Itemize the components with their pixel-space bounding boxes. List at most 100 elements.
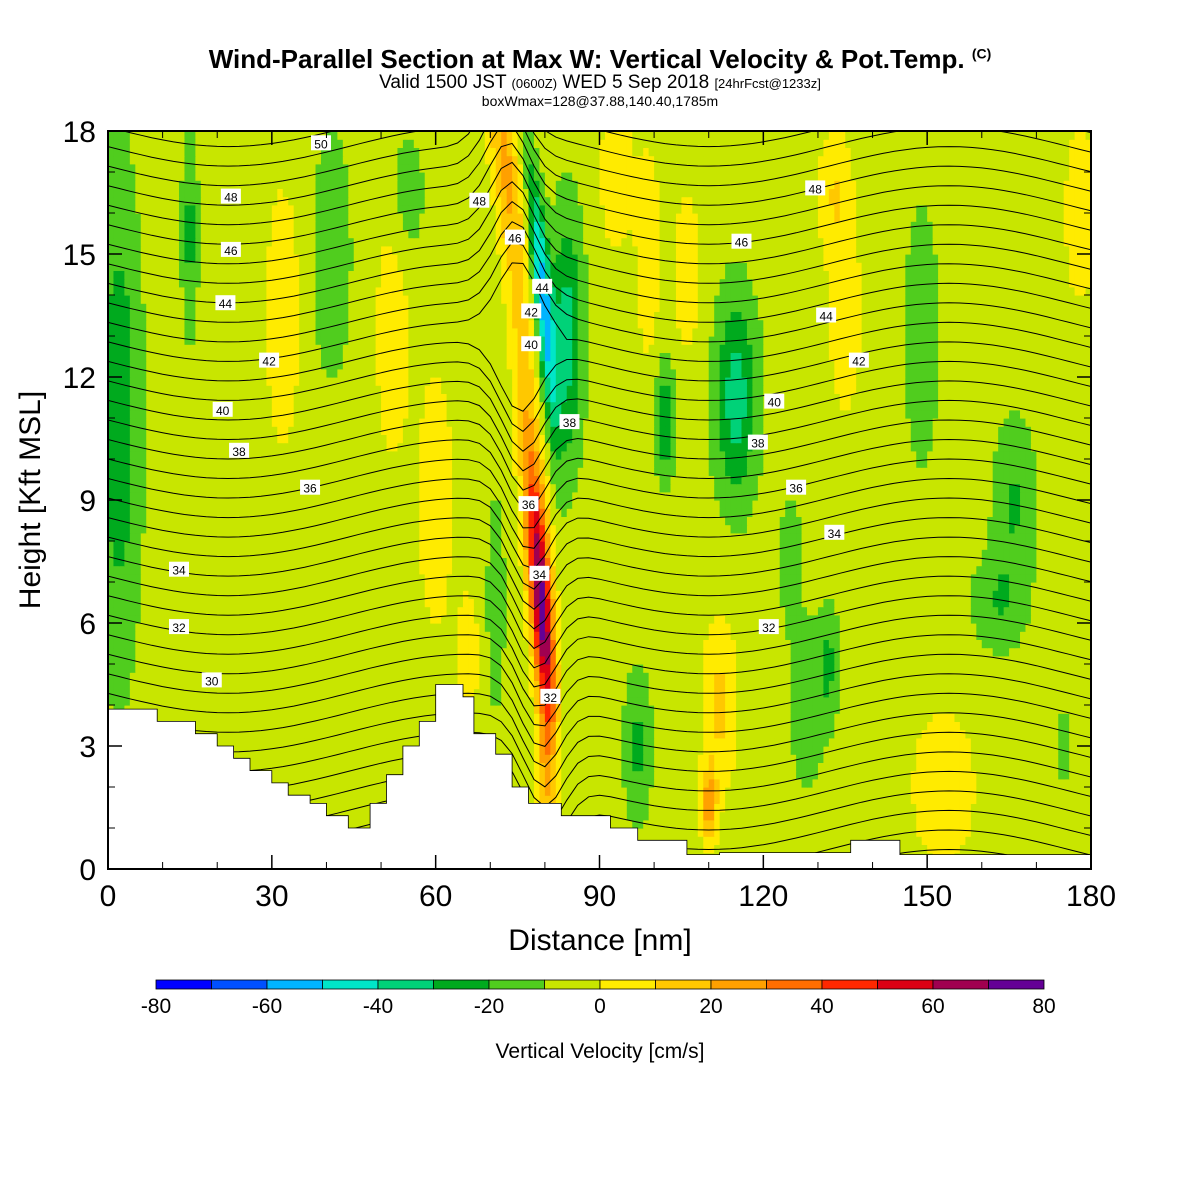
- field-cell: [588, 737, 595, 747]
- field-cell: [615, 737, 622, 747]
- field-cell: [763, 778, 770, 788]
- field-cell: [320, 705, 328, 714]
- field-cell: [1085, 844, 1091, 854]
- field-cell: [812, 664, 819, 673]
- field-cell: [752, 696, 759, 706]
- field-cell: [959, 705, 966, 714]
- field-cell: [184, 647, 191, 657]
- field-cell: [785, 664, 792, 673]
- field-cell: [675, 672, 683, 681]
- field-cell: [244, 721, 251, 731]
- field-cell: [659, 639, 666, 649]
- field-cell: [867, 770, 874, 780]
- field-cell: [146, 639, 153, 649]
- field-cell: [905, 688, 912, 698]
- field-cell: [763, 655, 770, 665]
- field-cell: [697, 737, 704, 747]
- field-cell: [801, 664, 808, 673]
- field-cell: [304, 688, 311, 698]
- field-cell: [927, 778, 934, 788]
- field-cell: [643, 803, 650, 813]
- field-cell: [249, 688, 257, 698]
- field-cell: [932, 762, 939, 772]
- field-cell: [987, 696, 994, 706]
- field-cell: [648, 705, 655, 714]
- field-cell: [938, 647, 945, 657]
- field-cell: [244, 680, 251, 690]
- field-cell: [353, 655, 360, 665]
- field-cell: [211, 721, 218, 731]
- field-cell: [310, 672, 317, 681]
- field-cell: [785, 787, 792, 796]
- field-cell: [113, 680, 120, 690]
- field-cell: [1058, 705, 1065, 714]
- field-cell: [430, 705, 437, 714]
- field-cell: [195, 705, 202, 714]
- field-cell: [495, 721, 502, 731]
- field-cell: [266, 688, 273, 698]
- field-cell: [375, 655, 382, 665]
- field-cell: [523, 680, 530, 690]
- field-cell: [959, 713, 966, 722]
- field-cell: [370, 705, 377, 714]
- field-cell: [315, 713, 322, 722]
- field-cell: [370, 762, 377, 772]
- field-cell: [118, 696, 125, 706]
- field-cell: [326, 746, 333, 755]
- field-cell: [654, 688, 661, 698]
- field-cell: [752, 762, 759, 772]
- field-cell: [331, 664, 338, 673]
- field-cell: [1085, 819, 1091, 829]
- field-cell: [277, 721, 284, 731]
- field-cell: [1009, 664, 1016, 673]
- field-cell: [757, 737, 764, 747]
- field-cell: [861, 729, 868, 739]
- field-cell: [665, 664, 672, 673]
- field-cell: [801, 639, 808, 649]
- field-cell: [894, 688, 901, 698]
- field-cell: [774, 811, 781, 821]
- field-cell: [370, 696, 377, 706]
- field-cell: [364, 705, 371, 714]
- field-cell: [801, 647, 808, 657]
- field-cell: [976, 787, 983, 796]
- field-cell: [342, 664, 349, 673]
- field-cell: [905, 754, 912, 763]
- field-cell: [523, 647, 530, 657]
- field-cell: [572, 729, 579, 739]
- field-cell: [178, 655, 186, 665]
- field-cell: [938, 713, 945, 722]
- field-cell: [277, 754, 284, 763]
- field-cell: [1069, 795, 1076, 804]
- field-cell: [883, 713, 890, 722]
- field-cell: [752, 803, 759, 813]
- field-cell: [178, 664, 186, 673]
- field-cell: [828, 721, 835, 731]
- field-cell: [1063, 680, 1070, 690]
- field-cell: [331, 729, 338, 739]
- field-cell: [555, 713, 562, 722]
- field-cell: [599, 696, 606, 706]
- field-cell: [916, 828, 923, 837]
- field-cell: [856, 713, 863, 722]
- field-cell: [883, 746, 890, 755]
- field-cell: [1003, 746, 1010, 755]
- field-cell: [932, 819, 939, 829]
- field-cell: [916, 844, 923, 854]
- field-cell: [998, 844, 1005, 854]
- field-cell: [381, 770, 388, 780]
- field-cell: [1058, 729, 1065, 739]
- field-cell: [850, 795, 857, 804]
- field-cell: [992, 672, 999, 681]
- field-cell: [741, 729, 748, 739]
- field-cell: [299, 688, 306, 698]
- field-cell: [741, 639, 748, 649]
- field-cell: [1074, 688, 1081, 698]
- field-cell: [348, 729, 355, 739]
- field-cell: [943, 828, 950, 837]
- field-cell: [1030, 770, 1037, 780]
- field-cell: [255, 664, 262, 673]
- field-cell: [867, 811, 874, 821]
- field-cell: [1014, 754, 1021, 763]
- field-cell: [943, 680, 950, 690]
